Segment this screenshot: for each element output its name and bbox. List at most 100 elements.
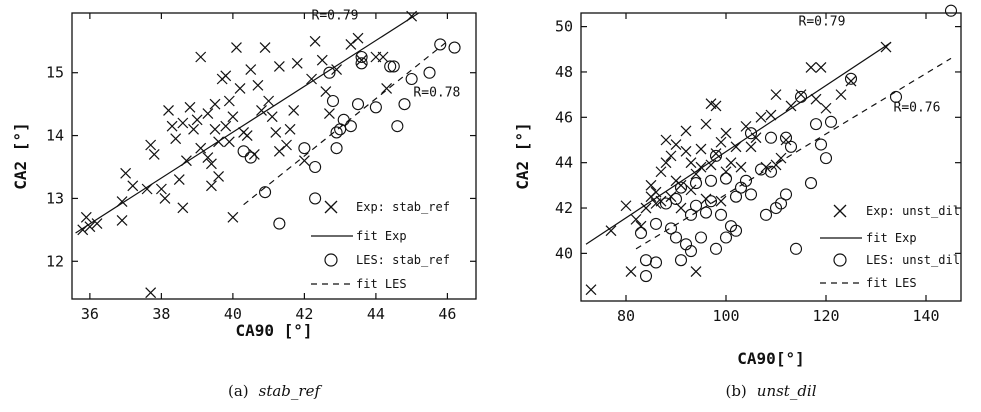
legend-label-les-b: LES: unst_dil — [866, 253, 960, 267]
les-point — [744, 127, 758, 140]
les-point — [809, 118, 823, 131]
exp-point — [660, 157, 672, 169]
exp-point — [320, 86, 332, 97]
exp-point — [80, 211, 92, 223]
exp-point — [120, 167, 132, 179]
exp-point — [206, 158, 217, 170]
exp-point — [625, 266, 637, 277]
les-point — [689, 199, 703, 212]
x-tick-label: 40 — [224, 305, 242, 323]
exp-point — [202, 152, 214, 163]
les-point — [398, 98, 411, 111]
les-point — [639, 270, 653, 283]
exp-point — [770, 89, 782, 101]
y-tick-label: 14 — [46, 127, 64, 145]
exp-point — [640, 202, 652, 214]
les-point — [944, 4, 958, 17]
legend-marker-exp-b — [833, 204, 847, 218]
r-label-les-a: R=0.78 — [413, 86, 460, 101]
exp-point — [145, 139, 157, 151]
exp-point — [284, 123, 296, 135]
x-tick-label: 120 — [812, 307, 839, 325]
exp-point — [163, 105, 174, 116]
exp-point — [406, 10, 418, 22]
les-point — [355, 57, 368, 70]
exp-point — [263, 95, 275, 107]
exp-point — [345, 39, 357, 50]
exp-point — [173, 174, 185, 185]
les-point — [244, 151, 257, 164]
caption-name-b: unst_dil — [757, 382, 817, 400]
exp-point — [77, 224, 89, 236]
exp-point — [145, 287, 157, 299]
les-point — [634, 226, 648, 240]
exp-point — [775, 152, 787, 164]
les-point — [784, 140, 798, 153]
exp-point — [234, 83, 246, 94]
exp-point — [381, 83, 393, 94]
chart-panel-a: 36 38 40 42 44 46 12 13 14 15 R=0.79 R=0.78 Exp: … — [11, 8, 477, 400]
exp-point — [377, 51, 389, 63]
exp-point — [715, 136, 727, 148]
exp-point — [316, 54, 328, 66]
caption-b: (b) unst_dil — [725, 382, 816, 400]
fit-lines-a — [75, 12, 448, 234]
exp-point — [765, 109, 777, 121]
les-point — [259, 186, 272, 199]
les-point — [779, 188, 793, 201]
exp-point — [645, 179, 657, 191]
exp-point — [880, 41, 892, 53]
legend-label-fit-exp-a: fit Exp — [356, 229, 407, 243]
exp-point — [191, 114, 203, 126]
les-point — [639, 254, 653, 267]
exp-point — [266, 111, 278, 123]
les-point — [384, 60, 397, 73]
exp-point — [291, 57, 303, 69]
caption-label-a: (a) — [228, 382, 249, 400]
exp-point — [170, 133, 182, 145]
chart-panel-b: 80 100 120 140 40 42 44 46 48 50 R=0.79 R=0.76 Ex… — [513, 4, 962, 400]
exp-point — [188, 123, 199, 135]
les-point — [684, 208, 698, 221]
exp-point — [227, 211, 239, 223]
exp-point — [660, 134, 672, 146]
exp-point — [835, 89, 847, 101]
exp-point — [281, 139, 292, 151]
exp-point — [256, 105, 267, 116]
x-tick-label: 140 — [912, 307, 939, 325]
exp-point — [720, 166, 732, 178]
x-tick-label: 46 — [438, 305, 456, 323]
r-label-exp-b: R=0.79 — [799, 14, 846, 29]
legend-label-fit-les-b: fit LES — [866, 276, 917, 290]
exp-point — [630, 213, 642, 225]
y-tick-label: 46 — [555, 108, 573, 126]
exp-point — [116, 215, 128, 226]
les-point — [704, 174, 718, 187]
exp-point — [680, 145, 692, 157]
exp-point — [270, 127, 282, 138]
les-point — [824, 115, 838, 128]
exp-point — [288, 105, 300, 116]
exp-point — [195, 142, 207, 154]
exp-point — [845, 75, 857, 87]
exp-point — [715, 195, 727, 207]
exp-point — [820, 102, 832, 114]
x-tick-label: 38 — [152, 305, 170, 323]
legend-marker-les-b — [833, 253, 847, 267]
legend-label-les-a: LES: stab_ref — [356, 253, 450, 267]
exp-point — [206, 180, 217, 192]
les-point — [237, 145, 250, 158]
exp-point — [166, 120, 178, 132]
legend-label-exp-b: Exp: unst_dil — [866, 204, 960, 218]
exp-point — [141, 183, 153, 195]
exp-point — [273, 145, 285, 157]
les-point — [649, 217, 663, 230]
les-point — [387, 60, 400, 73]
les-point — [309, 160, 322, 174]
les-point — [337, 113, 350, 126]
exp-point — [223, 95, 235, 107]
les-point — [719, 231, 733, 244]
exp-point — [298, 155, 310, 167]
les-point — [309, 192, 322, 205]
x-axis-label-b: CA90[°] — [737, 349, 804, 368]
